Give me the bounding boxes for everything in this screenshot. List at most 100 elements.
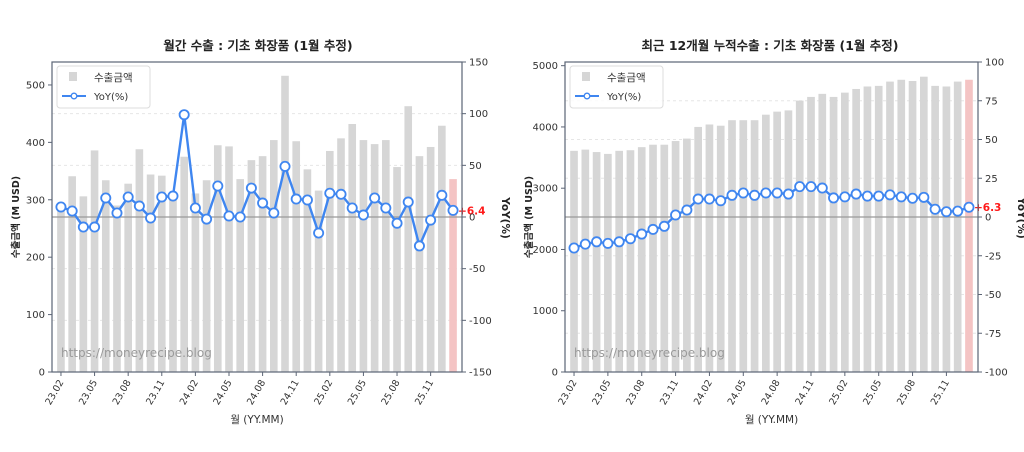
yoy-marker xyxy=(402,196,414,208)
bar xyxy=(683,138,691,372)
yoy-marker xyxy=(771,187,783,199)
bar xyxy=(773,111,781,372)
bar xyxy=(157,175,166,372)
yoy-marker xyxy=(178,109,190,121)
bar xyxy=(829,96,838,372)
y2-tick-label: 150 xyxy=(469,58,488,69)
yoy-marker xyxy=(77,221,89,233)
last-value-annotation: +6.3 xyxy=(974,202,1001,214)
x-tick-label: 23.11 xyxy=(144,378,167,407)
legend-marker-icon xyxy=(70,92,78,100)
legend-box xyxy=(569,65,664,109)
x-tick-label: 24.08 xyxy=(760,378,783,407)
bar xyxy=(807,96,815,372)
yoy-marker xyxy=(111,207,123,219)
legend-label-export: 수출금액 xyxy=(607,72,646,84)
bar xyxy=(236,179,245,372)
chart-title: 최근 12개월 누적수출 : 기초 화장품 (1월 추정) xyxy=(642,38,899,53)
bar xyxy=(795,100,804,373)
bar xyxy=(426,146,435,372)
y-tick-label: 4000 xyxy=(533,122,558,133)
last-value-annotation: +6.4 xyxy=(458,205,485,217)
yoy-marker xyxy=(749,189,761,201)
bar xyxy=(113,205,121,372)
yoy-marker xyxy=(929,203,941,215)
yoy-marker xyxy=(413,240,425,252)
bar xyxy=(784,110,793,373)
yoy-marker xyxy=(55,201,67,213)
yoy-marker xyxy=(201,213,213,225)
y2-tick-label: -50 xyxy=(985,290,1001,301)
bar xyxy=(919,76,928,373)
yoy-marker xyxy=(895,191,907,203)
yoy-marker xyxy=(636,228,648,240)
bar xyxy=(931,85,939,372)
bar xyxy=(314,190,323,372)
watermark: https://moneyrecipe.blog xyxy=(61,346,212,360)
yoy-marker xyxy=(760,187,772,199)
yoy-marker xyxy=(391,217,403,229)
y2-tick-label: 75 xyxy=(985,96,998,107)
y-tick-label: 400 xyxy=(26,138,45,149)
x-tick-label: 25.05 xyxy=(346,378,369,407)
bar xyxy=(750,120,759,372)
bar xyxy=(852,88,860,373)
yoy-marker xyxy=(715,195,727,207)
bar xyxy=(415,156,424,372)
yoy-marker xyxy=(324,187,336,199)
bar xyxy=(739,120,748,372)
bar xyxy=(57,209,65,372)
bar xyxy=(705,124,714,373)
yoy-marker xyxy=(234,211,246,223)
x-tick-label: 23.02 xyxy=(556,378,579,407)
yoy-marker xyxy=(568,242,580,254)
yoy-marker xyxy=(100,192,112,204)
y2-tick-label: 50 xyxy=(985,135,998,146)
x-axis-label: 월 (YY.MM) xyxy=(230,414,283,426)
bar xyxy=(649,144,657,372)
bar xyxy=(281,75,289,373)
yoy-marker xyxy=(794,181,806,193)
yoy-marker xyxy=(313,227,325,239)
bar xyxy=(604,153,612,372)
bar-highlight xyxy=(965,79,973,373)
yoy-marker xyxy=(681,204,693,216)
yoy-marker xyxy=(692,193,704,205)
bar xyxy=(258,156,267,372)
legend-bar-swatch-icon xyxy=(69,72,77,81)
bar xyxy=(818,93,827,373)
y-tick-label: 2000 xyxy=(533,245,558,256)
bar xyxy=(637,147,646,372)
legend-box xyxy=(56,65,151,109)
bar xyxy=(570,150,578,372)
yoy-marker xyxy=(670,209,682,221)
bar xyxy=(146,174,155,372)
legend-marker-icon xyxy=(583,92,591,100)
bar xyxy=(874,85,883,372)
chart-title: 월간 수출 : 기초 화장품 (1월 추정) xyxy=(163,38,352,53)
yoy-marker xyxy=(624,233,636,245)
x-tick-label: 25.11 xyxy=(413,378,436,407)
yoy-marker xyxy=(425,214,437,226)
y-tick-label: 0 xyxy=(39,368,45,379)
bar xyxy=(370,144,379,372)
y2-tick-label: 0 xyxy=(985,213,991,224)
yoy-marker xyxy=(884,189,896,201)
bar xyxy=(863,86,872,373)
yoy-marker xyxy=(346,202,358,214)
bar xyxy=(953,81,962,373)
y-tick-label: 1000 xyxy=(533,306,558,317)
x-tick-label: 24.02 xyxy=(178,378,201,407)
bar xyxy=(404,106,413,372)
bar xyxy=(269,140,278,372)
x-tick-label: 25.02 xyxy=(827,378,850,407)
yoy-marker xyxy=(122,191,134,203)
bar xyxy=(225,146,233,372)
y2-tick-label: 50 xyxy=(469,161,482,172)
yoy-marker xyxy=(447,204,459,216)
yoy-marker xyxy=(850,188,862,200)
bar xyxy=(581,149,590,372)
yoy-marker xyxy=(839,191,851,203)
x-tick-label: 23.05 xyxy=(590,378,613,407)
